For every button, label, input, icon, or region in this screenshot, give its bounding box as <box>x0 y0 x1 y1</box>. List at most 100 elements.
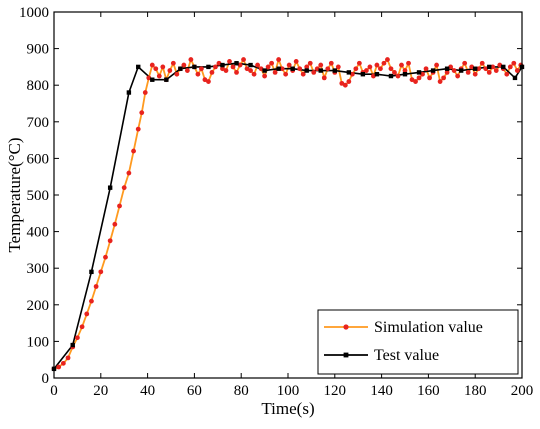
legend: Simulation value Test value <box>317 309 519 375</box>
x-tick-label: 80 <box>234 383 249 399</box>
test-point <box>192 64 197 70</box>
simulation-point <box>146 75 152 81</box>
test-point <box>70 342 75 348</box>
x-tick-label: 0 <box>50 383 58 399</box>
simulation-point <box>199 66 204 72</box>
test-point <box>388 73 394 79</box>
simulation-point <box>142 90 148 95</box>
x-tick-label: 100 <box>277 383 300 399</box>
test-point <box>290 66 295 71</box>
simulation-point <box>455 73 461 79</box>
simulation-point <box>139 110 145 116</box>
simulation-point <box>420 71 425 77</box>
simulation-point <box>413 79 418 84</box>
test-point <box>164 77 169 82</box>
simulation-point <box>441 75 447 81</box>
simulation-point <box>318 62 324 68</box>
simulation-point <box>272 69 278 75</box>
test-point <box>220 62 225 68</box>
simulation-point <box>286 62 292 68</box>
test-point <box>346 70 352 75</box>
simulation-point <box>314 66 320 72</box>
simulation-point <box>514 68 520 73</box>
y-tick-label: 300 <box>27 261 50 277</box>
simulation-point <box>328 60 334 66</box>
y-tick-label: 900 <box>27 42 50 58</box>
simulation-point <box>378 66 383 72</box>
simulation-point <box>276 57 282 62</box>
simulation-point <box>206 79 211 84</box>
simulation-point <box>335 64 341 70</box>
simulation-point <box>160 64 166 70</box>
simulation-point <box>346 79 352 84</box>
simulation-point <box>283 71 289 77</box>
x-tick-label: 60 <box>187 383 202 399</box>
simulation-point <box>241 57 246 62</box>
simulation-point <box>269 60 275 66</box>
y-tick-label: 500 <box>27 188 50 204</box>
simulation-point <box>472 71 478 77</box>
axis-tick-labels: 0 20 40 60 80 100 120 140 160 180 200 0 100 200 300 400… <box>19 5 533 399</box>
test-point <box>262 68 267 73</box>
legend-box <box>317 309 519 375</box>
simulation-point <box>497 62 503 68</box>
simulation-point <box>79 324 85 330</box>
test-point <box>126 90 132 95</box>
simulation-point <box>216 60 222 66</box>
simulation-point <box>230 64 236 70</box>
simulation-point <box>131 148 136 154</box>
test-point <box>430 68 436 73</box>
simulation-point <box>493 68 499 73</box>
legend-marker-simulation-value <box>343 324 349 330</box>
data-markers <box>51 57 525 372</box>
simulation-point <box>167 68 173 73</box>
simulation-point <box>307 60 313 66</box>
simulation-point <box>227 59 232 64</box>
simulation-point <box>353 66 359 72</box>
y-tick-label: 800 <box>27 78 50 94</box>
test-point <box>178 66 183 71</box>
simulation-point <box>388 66 394 72</box>
simulation-point <box>181 62 187 68</box>
x-tick-label: 120 <box>324 383 347 399</box>
simulation-point <box>325 66 331 72</box>
simulation-point <box>444 69 450 75</box>
simulation-point <box>451 68 457 73</box>
simulation-point <box>107 238 113 244</box>
simulation-point <box>117 203 122 209</box>
simulation-point <box>490 64 496 70</box>
test-point <box>512 75 518 81</box>
x-axis-title: Time(s) <box>261 399 314 418</box>
simulation-point <box>321 75 327 81</box>
simulation-point <box>342 82 348 88</box>
legend-label-test-value: Test value <box>374 347 439 364</box>
simulation-point <box>174 71 180 77</box>
simulation-point <box>423 66 429 72</box>
simulation-point <box>103 254 108 260</box>
simulation-point <box>213 64 218 70</box>
simulation-point <box>98 269 104 275</box>
simulation-point <box>304 64 310 70</box>
simulation-point <box>258 66 264 72</box>
simulation-point <box>184 68 190 73</box>
test-point <box>234 61 239 66</box>
simulation-point <box>406 60 411 66</box>
test-point <box>332 68 337 73</box>
test-point <box>107 185 113 190</box>
simulation-point <box>209 69 215 75</box>
test-point <box>136 64 141 70</box>
test-point <box>501 64 506 70</box>
legend-label-simulation-value: Simulation value <box>374 319 483 336</box>
test-point <box>318 68 323 73</box>
simulation-point <box>504 71 510 77</box>
simulation-point <box>149 62 155 68</box>
simulation-point <box>89 298 94 304</box>
simulation-point <box>311 69 317 75</box>
simulation-point <box>367 64 373 70</box>
simulation-point <box>223 68 229 73</box>
simulation-point <box>300 71 306 77</box>
x-tick-label: 160 <box>417 383 440 399</box>
simulation-point <box>511 60 517 66</box>
test-point <box>150 77 155 82</box>
test-point <box>304 68 309 73</box>
